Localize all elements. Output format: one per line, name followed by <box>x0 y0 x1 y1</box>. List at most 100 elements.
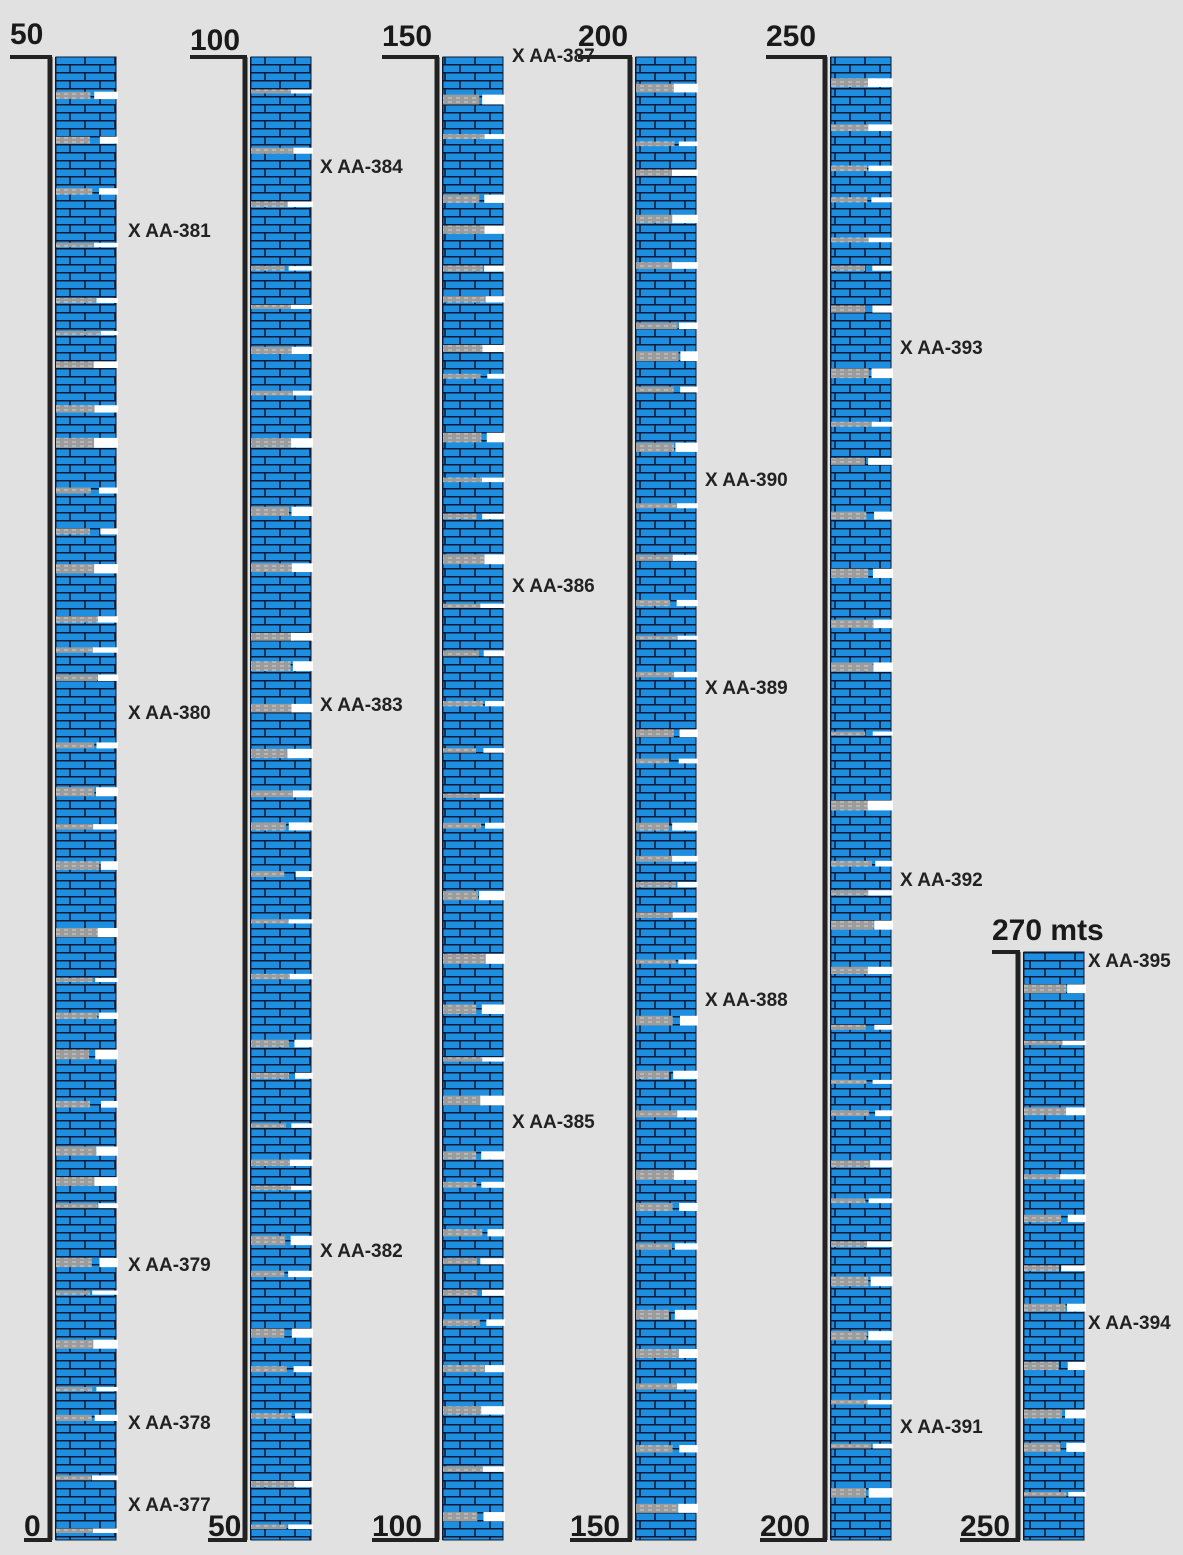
notch <box>289 822 313 830</box>
notch <box>94 1177 118 1186</box>
notch <box>680 387 698 393</box>
shale-band <box>636 1383 677 1389</box>
shale-band <box>636 1110 678 1117</box>
notch <box>291 89 313 93</box>
notch <box>99 1258 118 1267</box>
shale-band <box>251 661 291 671</box>
shale-band <box>251 1329 284 1338</box>
shale-band <box>443 1512 477 1521</box>
notch <box>290 1160 313 1166</box>
shale-band <box>636 823 669 831</box>
shale-band <box>831 890 874 895</box>
bottom-depth-label: 50 <box>208 1510 241 1543</box>
sample-label: X AA-381 <box>128 221 211 242</box>
notch <box>480 1096 505 1106</box>
notch <box>674 672 698 677</box>
notch <box>98 674 118 680</box>
notch <box>875 861 893 867</box>
notch <box>677 1110 698 1117</box>
shale-band <box>1024 1107 1069 1115</box>
shale-band <box>443 1406 482 1414</box>
notch <box>679 1445 698 1452</box>
notch <box>487 374 505 379</box>
shale-band <box>56 1475 91 1480</box>
column-edge <box>635 57 636 1540</box>
column-edge <box>830 57 831 1540</box>
notch <box>673 555 698 561</box>
notch <box>98 928 118 937</box>
shale-band <box>56 137 90 144</box>
shale-band <box>251 1040 289 1048</box>
notch <box>95 978 118 982</box>
notch <box>292 563 313 572</box>
notch <box>868 166 893 172</box>
notch <box>868 1400 893 1404</box>
shale-band <box>56 861 99 870</box>
bottom-depth-label: 150 <box>570 1510 620 1543</box>
top-depth-label: 250 <box>766 20 816 53</box>
shale-band <box>251 1073 289 1079</box>
notch <box>291 507 313 516</box>
notch <box>485 554 505 564</box>
notch <box>873 1080 893 1084</box>
notch <box>92 1291 118 1295</box>
notch <box>485 823 505 829</box>
notch <box>293 790 313 797</box>
shale-band <box>443 226 488 234</box>
notch <box>486 954 505 964</box>
notch <box>479 891 505 900</box>
notch <box>96 742 118 748</box>
shale-band <box>251 1413 292 1418</box>
shale-band <box>636 170 672 176</box>
shale-band <box>443 1365 487 1372</box>
shale-band <box>56 92 90 99</box>
shale-band <box>636 387 674 393</box>
shale-band <box>251 1236 285 1245</box>
notch <box>868 1331 893 1340</box>
notch <box>678 960 698 964</box>
shale-band <box>636 729 674 737</box>
shale-band <box>56 331 100 335</box>
shale-band <box>443 794 483 798</box>
shale-band <box>831 1110 869 1116</box>
shale-band <box>1024 1041 1066 1046</box>
shale-band <box>831 620 875 629</box>
notch <box>675 443 698 452</box>
shale-band <box>636 1243 672 1249</box>
notch <box>675 1310 698 1320</box>
notch <box>874 921 893 930</box>
notch <box>99 1013 118 1019</box>
limestone-column <box>56 57 116 1540</box>
notch <box>291 1186 313 1190</box>
sample-label: X AA-389 <box>705 678 788 699</box>
sample-label: X AA-391 <box>900 1417 983 1438</box>
notch <box>1065 1410 1086 1419</box>
notch <box>98 1203 118 1208</box>
notch <box>487 1229 505 1236</box>
shale-band <box>831 1160 873 1167</box>
sample-label: X AA-385 <box>512 1112 595 1133</box>
notch <box>675 1243 698 1249</box>
shale-band <box>1024 1492 1066 1497</box>
notch <box>480 794 505 798</box>
shale-band <box>56 1203 97 1208</box>
shale-band <box>443 650 479 656</box>
shale-band <box>831 1241 871 1247</box>
notch <box>94 243 118 247</box>
shale-band <box>636 960 676 964</box>
shale-band <box>251 201 288 207</box>
notch <box>874 512 893 520</box>
column-edge <box>442 57 443 1540</box>
sample-label: X AA-388 <box>705 990 788 1011</box>
notch <box>867 1241 893 1247</box>
shale-band <box>443 296 486 302</box>
notch <box>100 137 118 144</box>
notch <box>873 620 893 629</box>
notch <box>672 215 698 223</box>
sample-label: X AA-377 <box>128 1495 211 1516</box>
notch <box>93 1340 118 1349</box>
shale-band <box>831 306 865 313</box>
shale-band <box>251 1271 284 1277</box>
shale-band <box>251 749 293 758</box>
notch <box>482 1057 505 1061</box>
